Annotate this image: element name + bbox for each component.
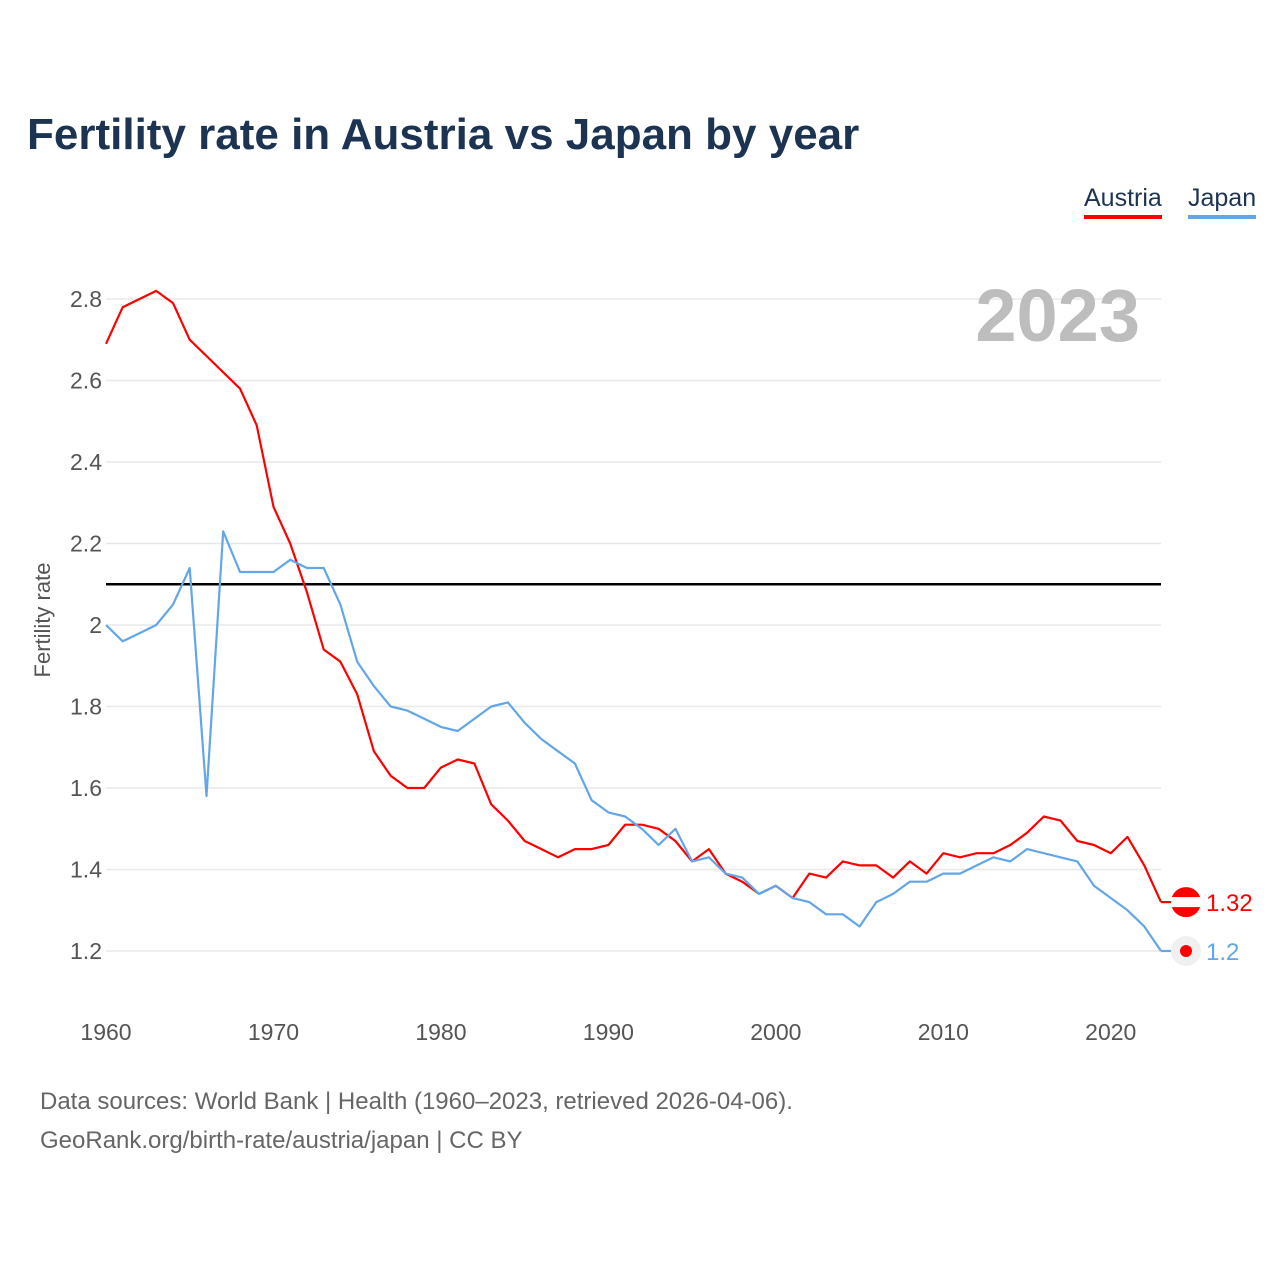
y-tick-label: 2 (89, 612, 102, 638)
source-note: Data sources: World Bank | Health (1960–… (40, 1088, 793, 1115)
y-tick-label: 1.6 (70, 775, 102, 801)
chart-title: Fertility rate in Austria vs Japan by ye… (27, 110, 860, 159)
y-tick-label: 1.2 (70, 938, 102, 964)
end-value-label: 1.32 (1206, 890, 1253, 917)
y-tick-label: 2.6 (70, 368, 102, 394)
source-url[interactable]: GeoRank.org/birth-rate/austria/japan | C… (40, 1127, 523, 1154)
end-value-label: 1.2 (1206, 939, 1239, 966)
x-tick-label: 1980 (415, 1019, 466, 1045)
series-line-austria (104, 289, 1163, 903)
x-tick-label: 2010 (918, 1019, 969, 1045)
series-line-japan (105, 530, 1162, 952)
japan-flag-dot (1180, 945, 1192, 957)
x-tick-label: 2000 (750, 1019, 801, 1045)
y-tick-label: 2.8 (70, 286, 102, 312)
y-axis-label: Fertility rate (30, 563, 55, 678)
y-tick-label: 2.4 (70, 449, 102, 475)
x-tick-label: 2020 (1085, 1019, 1136, 1045)
year-label: 2023 (975, 274, 1140, 357)
y-tick-label: 1.4 (70, 857, 102, 883)
y-tick-label: 2.2 (70, 531, 102, 557)
x-tick-label: 1960 (80, 1019, 131, 1045)
y-tick-label: 1.8 (70, 694, 102, 720)
x-tick-label: 1990 (583, 1019, 634, 1045)
legend-austria[interactable]: Austria (1084, 184, 1162, 219)
austria-flag-stripe (1171, 897, 1201, 908)
legend-japan[interactable]: Japan (1188, 184, 1257, 219)
x-tick-label: 1970 (248, 1019, 299, 1045)
